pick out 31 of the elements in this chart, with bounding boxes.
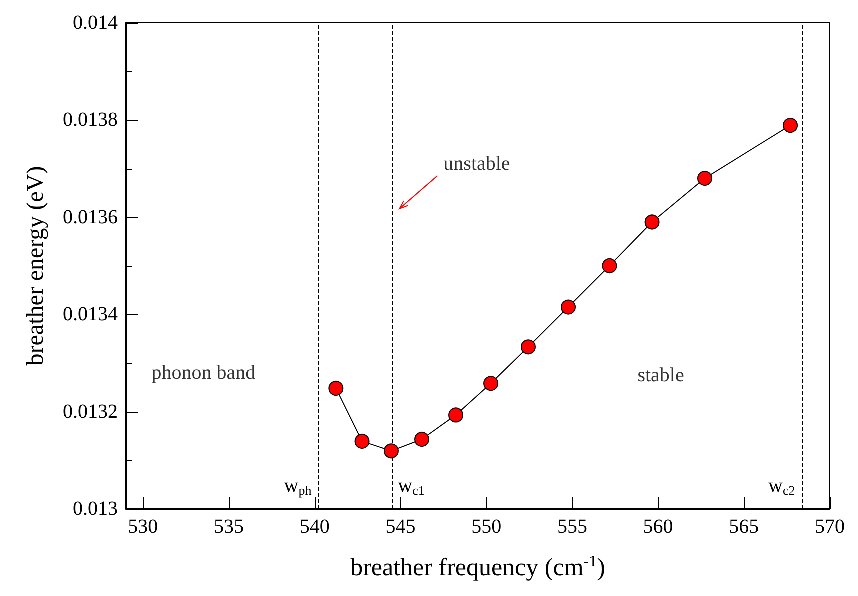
point [354, 434, 370, 449]
x-tick-label: 540 [300, 516, 330, 538]
x-tick-label: 570 [815, 516, 845, 538]
point [414, 432, 430, 447]
y-tick-label: 0.0132 [63, 400, 118, 423]
y-axis-title: breather energy (eV) [23, 166, 49, 366]
point [448, 408, 464, 423]
annotation: stable [638, 364, 684, 386]
y-tick-label: 0.0136 [63, 206, 118, 228]
x-tick-label: 545 [386, 516, 416, 538]
point [384, 444, 399, 459]
y-tick-label: 0.0134 [63, 304, 118, 326]
x-tick-label: 535 [214, 516, 244, 538]
annotation: phonon band [152, 362, 256, 384]
point [328, 380, 344, 396]
annotation: unstable [444, 152, 510, 175]
point [783, 118, 798, 134]
x-tick-label: 555 [557, 516, 588, 538]
point [602, 258, 618, 274]
point [484, 376, 499, 392]
y-tick-label: 0.014 [73, 12, 118, 34]
point [520, 340, 536, 355]
y-tick-label: 0.0138 [63, 109, 118, 132]
point [644, 214, 660, 230]
x-tick-label: 565 [729, 516, 760, 538]
x-tick-label: 530 [128, 516, 158, 538]
point [698, 171, 712, 186]
x-tick-label: 550 [472, 516, 502, 538]
x-tick-label: 560 [643, 516, 674, 538]
point [561, 300, 576, 315]
y-tick-label: 0.013 [73, 498, 118, 520]
